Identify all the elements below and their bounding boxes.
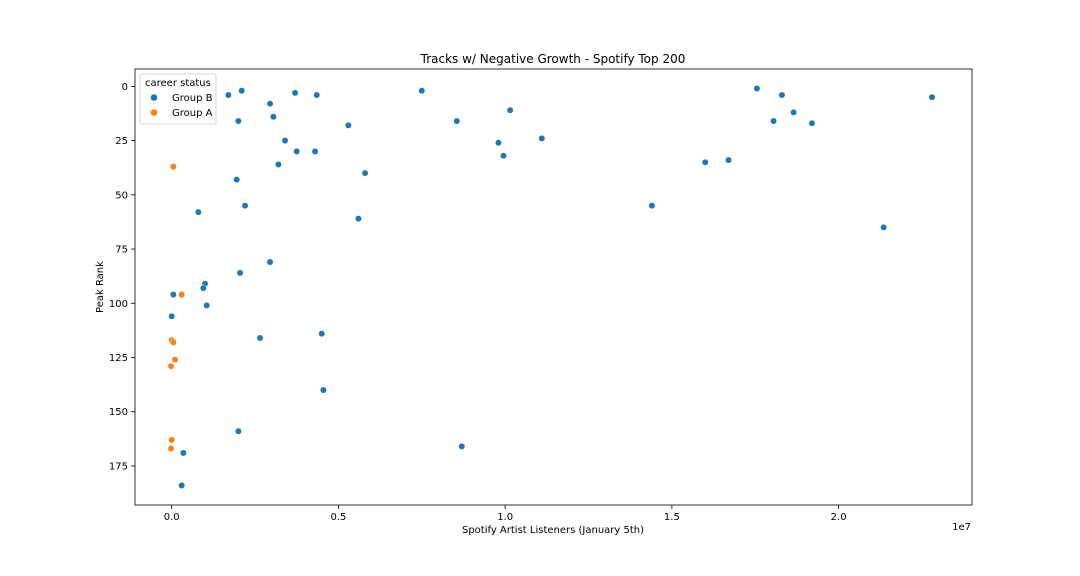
data-point-group-b <box>179 449 187 457</box>
data-point-group-a <box>169 338 177 346</box>
data-point-group-b <box>234 117 242 125</box>
data-point-group-b <box>266 100 274 108</box>
data-point-group-b <box>361 169 369 177</box>
data-point-group-b <box>224 91 232 99</box>
data-point-group-b <box>293 147 301 155</box>
x-axis-ticks: 0.0 0.5 1.0 1.5 2.0 <box>164 505 847 523</box>
data-point-group-b <box>778 91 786 99</box>
data-point-group-b <box>319 386 327 394</box>
data-point-group-a <box>168 436 176 444</box>
data-point-group-b <box>269 113 277 121</box>
data-point-group-b <box>203 301 211 309</box>
data-point-group-b <box>238 87 246 95</box>
data-point-group-b <box>194 208 202 216</box>
data-point-group-b <box>234 427 242 435</box>
data-point-group-b <box>538 134 546 142</box>
data-point-group-b <box>495 139 502 147</box>
data-point-group-b <box>808 119 816 127</box>
x-tick-label: 0.5 <box>330 512 346 523</box>
data-point-group-a <box>169 163 177 171</box>
data-point-group-b <box>701 158 709 166</box>
data-point-group-b <box>241 202 249 210</box>
y-tick-label: 125 <box>109 353 128 364</box>
legend-box <box>139 73 217 125</box>
data-point-group-b <box>274 160 282 168</box>
y-axis-label: Peak Rank <box>95 261 106 313</box>
data-point-group-b <box>506 106 514 114</box>
data-point-group-b <box>880 223 888 231</box>
legend: career status Group B Group A <box>139 73 217 125</box>
legend-marker-group-a <box>150 109 158 116</box>
y-tick-label: 50 <box>115 190 128 201</box>
legend-marker-group-b <box>150 94 158 101</box>
data-point-group-b <box>500 152 507 160</box>
data-point-group-b <box>313 91 321 99</box>
y-tick-label: 0 <box>122 82 128 93</box>
y-tick-label: 25 <box>115 136 128 147</box>
y-tick-label: 75 <box>115 245 128 256</box>
chart-title: Tracks w/ Negative Growth - Spotify Top … <box>420 52 686 66</box>
data-point-group-b <box>169 291 177 299</box>
legend-label-group-b: Group B <box>172 93 213 104</box>
data-point-group-b <box>281 137 289 145</box>
data-point-group-b <box>344 121 352 129</box>
y-tick-label: 150 <box>109 407 128 418</box>
data-point-group-a <box>167 445 175 453</box>
data-point-group-b <box>418 87 426 95</box>
data-point-group-b <box>233 176 241 184</box>
y-axis-ticks: 0 25 50 75 100 125 150 175 <box>109 82 135 472</box>
data-point-group-b <box>236 269 244 277</box>
data-point-group-a <box>178 291 186 299</box>
data-point-group-b <box>318 330 326 338</box>
data-point-group-b <box>458 442 466 450</box>
data-point-group-b <box>928 93 936 101</box>
x-tick-label: 1.5 <box>664 512 680 523</box>
data-point-group-b <box>453 117 461 125</box>
data-point-group-b <box>168 312 176 320</box>
x-tick-label: 2.0 <box>831 512 847 523</box>
data-point-group-b <box>256 334 264 342</box>
x-tick-label: 0.0 <box>164 512 180 523</box>
data-point-group-b <box>178 482 186 489</box>
legend-title: career status <box>145 78 211 89</box>
data-point-group-b <box>199 284 207 292</box>
data-points <box>167 85 936 489</box>
plot-area <box>134 68 973 506</box>
data-point-group-b <box>753 85 761 92</box>
x-axis-label: Spotify Artist Listeners (January 5th) <box>462 525 644 536</box>
data-point-group-b <box>266 258 274 266</box>
data-point-group-b <box>291 89 299 97</box>
data-point-group-a <box>167 362 175 370</box>
y-tick-label: 175 <box>109 461 128 472</box>
y-tick-label: 100 <box>109 299 128 310</box>
legend-label-group-a: Group A <box>172 108 213 119</box>
data-point-group-b <box>311 147 319 155</box>
x-tick-label: 1.0 <box>497 512 513 523</box>
data-point-group-b <box>354 215 362 223</box>
x-axis-offset-text: 1e7 <box>952 522 971 533</box>
data-point-group-b <box>770 117 778 125</box>
data-point-group-b <box>725 156 733 164</box>
data-point-group-b <box>790 108 798 116</box>
data-point-group-b <box>648 202 656 210</box>
data-point-group-a <box>171 356 179 364</box>
